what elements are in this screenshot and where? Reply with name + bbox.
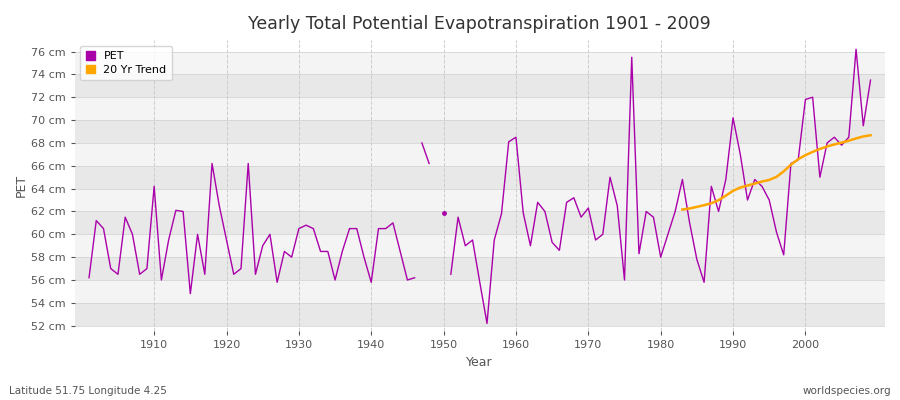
Bar <box>75 120 885 143</box>
Bar <box>75 189 885 212</box>
Bar <box>75 257 885 280</box>
Bar <box>75 303 885 326</box>
Bar <box>75 52 885 74</box>
Title: Yearly Total Potential Evapotranspiration 1901 - 2009: Yearly Total Potential Evapotranspiratio… <box>248 15 711 33</box>
Bar <box>75 143 885 166</box>
Text: worldspecies.org: worldspecies.org <box>803 386 891 396</box>
Text: Latitude 51.75 Longitude 4.25: Latitude 51.75 Longitude 4.25 <box>9 386 166 396</box>
X-axis label: Year: Year <box>466 356 493 369</box>
Bar <box>75 74 885 97</box>
Bar <box>75 166 885 189</box>
Bar <box>75 234 885 257</box>
Y-axis label: PET: PET <box>15 174 28 197</box>
Bar <box>75 280 885 303</box>
Legend: PET, 20 Yr Trend: PET, 20 Yr Trend <box>80 46 172 80</box>
Bar <box>75 97 885 120</box>
Bar <box>75 212 885 234</box>
